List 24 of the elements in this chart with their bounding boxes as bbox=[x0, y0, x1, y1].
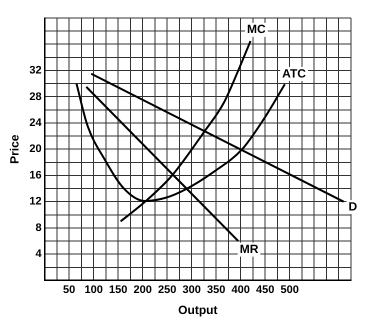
x-tick-label: 150 bbox=[108, 284, 128, 296]
x-tick-label: 350 bbox=[207, 284, 226, 296]
y-tick-label: 8 bbox=[36, 222, 42, 234]
x-tick-label: 450 bbox=[256, 284, 274, 296]
series-label: MR bbox=[240, 242, 259, 256]
x-tick-label: 250 bbox=[158, 284, 176, 296]
y-axis-title: Price bbox=[8, 134, 22, 164]
y-tick-label: 32 bbox=[29, 64, 42, 77]
x-tick-label: 400 bbox=[232, 284, 250, 296]
series-label: D bbox=[348, 199, 358, 214]
y-tick-label: 4 bbox=[36, 248, 43, 260]
x-axis-title: Output bbox=[178, 303, 218, 318]
y-tick-label: 20 bbox=[29, 143, 42, 156]
y-tick-label: 16 bbox=[29, 169, 42, 182]
x-tick-label: 50 bbox=[63, 284, 76, 296]
x-tick-label: 100 bbox=[84, 284, 103, 296]
y-tick-label: 12 bbox=[29, 196, 42, 208]
x-tick-label: 200 bbox=[133, 284, 152, 296]
x-tick-label: 300 bbox=[182, 284, 201, 296]
y-tick-label: 24 bbox=[29, 116, 43, 129]
x-tick-label: 500 bbox=[280, 284, 299, 296]
series-label: MC bbox=[247, 22, 266, 36]
y-tick-label: 28 bbox=[29, 90, 42, 103]
series-label: ATC bbox=[282, 66, 306, 80]
